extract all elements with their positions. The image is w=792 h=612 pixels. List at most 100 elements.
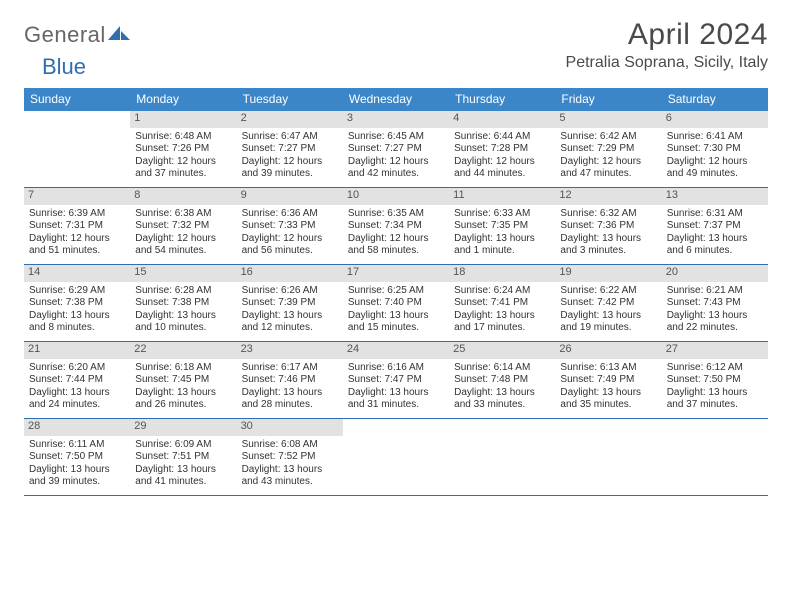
day-number: 26	[555, 342, 661, 359]
day-cell: 21Sunrise: 6:20 AMSunset: 7:44 PMDayligh…	[24, 342, 130, 418]
sunrise-text: Sunrise: 6:44 AM	[454, 131, 550, 144]
sunrise-text: Sunrise: 6:22 AM	[560, 285, 656, 298]
daylight-text: Daylight: 12 hours and 37 minutes.	[135, 156, 231, 181]
weekday-header: Friday	[555, 88, 661, 111]
daylight-text: Daylight: 12 hours and 54 minutes.	[135, 233, 231, 258]
day-cell: 7Sunrise: 6:39 AMSunset: 7:31 PMDaylight…	[24, 188, 130, 264]
day-cell: 15Sunrise: 6:28 AMSunset: 7:38 PMDayligh…	[130, 265, 236, 341]
day-cell: 24Sunrise: 6:16 AMSunset: 7:47 PMDayligh…	[343, 342, 449, 418]
day-number: 23	[237, 342, 343, 359]
sunrise-text: Sunrise: 6:36 AM	[242, 208, 338, 221]
week-row: 21Sunrise: 6:20 AMSunset: 7:44 PMDayligh…	[24, 342, 768, 419]
day-number: 29	[130, 419, 236, 436]
day-cell: 30 Sunrise: 6:08 AMSunset: 7:52 PMDayligh…	[237, 419, 343, 495]
day-cell: .	[449, 419, 555, 495]
day-cell: 2Sunrise: 6:47 AMSunset: 7:27 PMDaylight…	[237, 111, 343, 187]
day-cell: 14Sunrise: 6:29 AMSunset: 7:38 PMDayligh…	[24, 265, 130, 341]
sunset-text: Sunset: 7:32 PM	[135, 220, 231, 233]
sunset-text: Sunset: 7:29 PM	[560, 143, 656, 156]
weekday-header: Tuesday	[237, 88, 343, 111]
day-number: 13	[662, 188, 768, 205]
daylight-text: Daylight: 13 hours and 26 minutes.	[135, 387, 231, 412]
sunrise-text: Sunrise: 6:12 AM	[667, 362, 763, 375]
day-number: 12	[555, 188, 661, 205]
sunrise-text: Sunrise: 6:38 AM	[135, 208, 231, 221]
sunset-text: Sunset: 7:47 PM	[348, 374, 444, 387]
sunrise-text: Sunrise: 6:41 AM	[667, 131, 763, 144]
sunrise-text: Sunrise: 6:28 AM	[135, 285, 231, 298]
location-label: Petralia Soprana, Sicily, Italy	[566, 54, 768, 72]
day-number: 6	[662, 111, 768, 128]
sunset-text: Sunset: 7:44 PM	[29, 374, 125, 387]
daylight-text: Daylight: 12 hours and 49 minutes.	[667, 156, 763, 181]
daylight-text: Daylight: 12 hours and 44 minutes.	[454, 156, 550, 181]
day-cell: 1Sunrise: 6:48 AMSunset: 7:26 PMDaylight…	[130, 111, 236, 187]
sunset-text: Sunset: 7:40 PM	[348, 297, 444, 310]
sunset-text: Sunset: 7:45 PM	[135, 374, 231, 387]
sunrise-text: Sunrise: 6:09 AM	[135, 439, 231, 452]
sunset-text: Sunset: 7:50 PM	[667, 374, 763, 387]
sunrise-text: Sunrise: 6:17 AM	[242, 362, 338, 375]
sunset-text: Sunset: 7:36 PM	[560, 220, 656, 233]
day-number: 21	[24, 342, 130, 359]
sunrise-text: Sunrise: 6:32 AM	[560, 208, 656, 221]
daylight-text: Daylight: 13 hours and 1 minute.	[454, 233, 550, 258]
daylight-text: Daylight: 13 hours and 17 minutes.	[454, 310, 550, 335]
sunset-text: Sunset: 7:41 PM	[454, 297, 550, 310]
sunrise-text: Sunrise: 6:48 AM	[135, 131, 231, 144]
sunset-text: Sunset: 7:35 PM	[454, 220, 550, 233]
day-number: 30	[237, 419, 343, 436]
weekday-header: Thursday	[449, 88, 555, 111]
daylight-text: Daylight: 12 hours and 47 minutes.	[560, 156, 656, 181]
daylight-text: Daylight: 13 hours and 12 minutes.	[242, 310, 338, 335]
brand-logo: General	[24, 18, 130, 48]
day-number: 5	[555, 111, 661, 128]
sunset-text: Sunset: 7:34 PM	[348, 220, 444, 233]
daylight-text: Daylight: 13 hours and 43 minutes.	[242, 464, 338, 489]
title-block: April 2024 Petralia Soprana, Sicily, Ita…	[566, 18, 768, 72]
daylight-text: Daylight: 13 hours and 3 minutes.	[560, 233, 656, 258]
sunrise-text: Sunrise: 6:47 AM	[242, 131, 338, 144]
day-cell: 20Sunrise: 6:21 AMSunset: 7:43 PMDayligh…	[662, 265, 768, 341]
sunrise-text: Sunrise: 6:42 AM	[560, 131, 656, 144]
daylight-text: Daylight: 13 hours and 33 minutes.	[454, 387, 550, 412]
sunrise-text: Sunrise: 6:11 AM	[29, 439, 125, 452]
sunset-text: Sunset: 7:37 PM	[667, 220, 763, 233]
sunset-text: Sunset: 7:52 PM	[242, 451, 338, 464]
day-number: 25	[449, 342, 555, 359]
day-cell: .	[343, 419, 449, 495]
sunrise-text: Sunrise: 6:25 AM	[348, 285, 444, 298]
calendar-grid: Sunday Monday Tuesday Wednesday Thursday…	[24, 88, 768, 496]
day-cell: .	[24, 111, 130, 187]
daylight-text: Daylight: 13 hours and 41 minutes.	[135, 464, 231, 489]
sunset-text: Sunset: 7:28 PM	[454, 143, 550, 156]
daylight-text: Daylight: 12 hours and 58 minutes.	[348, 233, 444, 258]
weekday-header: Saturday	[662, 88, 768, 111]
sunset-text: Sunset: 7:50 PM	[29, 451, 125, 464]
day-number: 2	[237, 111, 343, 128]
day-cell: 17Sunrise: 6:25 AMSunset: 7:40 PMDayligh…	[343, 265, 449, 341]
daylight-text: Daylight: 13 hours and 39 minutes.	[29, 464, 125, 489]
brand-part1: General	[24, 22, 106, 48]
sunset-text: Sunset: 7:27 PM	[348, 143, 444, 156]
day-number: 14	[24, 265, 130, 282]
day-cell: 16Sunrise: 6:26 AMSunset: 7:39 PMDayligh…	[237, 265, 343, 341]
sunrise-text: Sunrise: 6:29 AM	[29, 285, 125, 298]
day-number: 16	[237, 265, 343, 282]
day-number: 1	[130, 111, 236, 128]
day-cell: .	[662, 419, 768, 495]
daylight-text: Daylight: 12 hours and 42 minutes.	[348, 156, 444, 181]
day-number: 11	[449, 188, 555, 205]
weekday-header: Monday	[130, 88, 236, 111]
day-number: 7	[24, 188, 130, 205]
sunset-text: Sunset: 7:51 PM	[135, 451, 231, 464]
sunset-text: Sunset: 7:46 PM	[242, 374, 338, 387]
calendar-page: General April 2024 Petralia Soprana, Sic…	[0, 0, 792, 506]
week-row: 7Sunrise: 6:39 AMSunset: 7:31 PMDaylight…	[24, 188, 768, 265]
day-number: 28	[24, 419, 130, 436]
sunset-text: Sunset: 7:49 PM	[560, 374, 656, 387]
day-number: 9	[237, 188, 343, 205]
week-row: 28Sunrise: 6:11 AMSunset: 7:50 PMDayligh…	[24, 419, 768, 496]
daylight-text: Daylight: 13 hours and 35 minutes.	[560, 387, 656, 412]
sunrise-text: Sunrise: 6:08 AM	[242, 439, 338, 452]
